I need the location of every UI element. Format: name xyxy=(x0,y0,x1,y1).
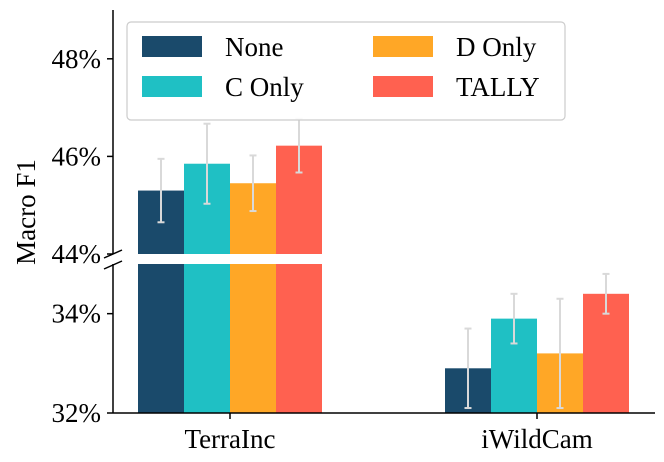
legend-label-None: None xyxy=(225,32,283,62)
legend-swatch-None xyxy=(142,36,202,57)
bar-TerraInc-TALLY-lower xyxy=(276,264,322,413)
x-tick-label-TerraInc: TerraInc xyxy=(184,424,275,454)
y-tick-label-34: 34% xyxy=(52,299,102,329)
y-tick-label-32: 32% xyxy=(52,398,102,428)
ticks-layer: 44% 46% 48% 32% 34% TerraInc iWildCam xyxy=(52,44,593,454)
bar-TerraInc-D Only-lower xyxy=(230,264,276,413)
y-tick-label-44: 44% xyxy=(52,239,102,269)
legend-swatch-C Only xyxy=(142,76,202,97)
axes-layer xyxy=(103,10,655,414)
legend-label-TALLY: TALLY xyxy=(456,72,540,102)
legend-swatch-D Only xyxy=(373,36,433,57)
bars-layer xyxy=(138,145,629,413)
y-tick-label-46: 46% xyxy=(52,141,102,171)
error-bars-layer xyxy=(157,117,610,410)
x-tick-label-iWildCam: iWildCam xyxy=(481,424,592,454)
bar-TerraInc-None-lower xyxy=(138,264,184,413)
legend: None C Only D Only TALLY xyxy=(126,21,566,121)
axis-break-mark-bottom xyxy=(103,260,123,270)
bar-TerraInc-C Only-lower xyxy=(184,264,230,413)
y-tick-label-48: 48% xyxy=(52,44,102,74)
legend-label-C Only: C Only xyxy=(225,72,304,102)
legend-label-D Only: D Only xyxy=(456,32,537,62)
legend-swatch-TALLY xyxy=(373,76,433,97)
legend-frame xyxy=(126,21,566,121)
y-axis-label: Macro F1 xyxy=(11,159,41,265)
